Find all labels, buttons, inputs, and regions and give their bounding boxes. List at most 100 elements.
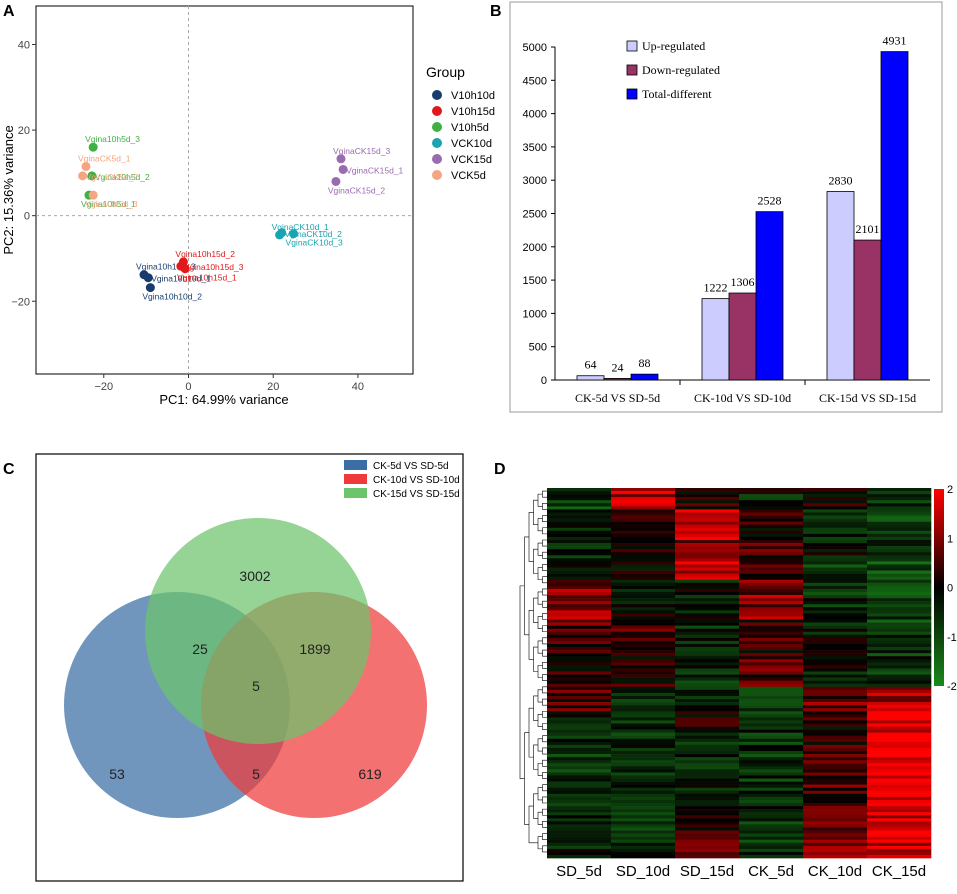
heatmap-cell: [611, 530, 676, 535]
heatmap-cell: [867, 778, 932, 782]
heatmap-cell: [611, 735, 676, 740]
heatmap-cell: [547, 836, 612, 841]
heatmap-cell: [867, 757, 932, 761]
heatmap-cell: [803, 506, 868, 510]
dendrogram-branch: [528, 707, 534, 758]
heatmap-cell: [611, 677, 676, 681]
dendrogram-branch: [537, 665, 543, 678]
pca-point-label: VginaCK10d_3: [286, 238, 343, 248]
heatmap-cell: [675, 500, 740, 504]
bar-legend-swatch: [626, 40, 638, 52]
heatmap-cell: [611, 775, 676, 779]
heatmap-cell: [739, 622, 804, 626]
heatmap-cell: [739, 766, 804, 770]
heatmap-cell: [803, 735, 868, 740]
heatmap-cell: [675, 754, 740, 758]
dendrogram-branch: [542, 649, 547, 657]
dendrogram-branch: [542, 821, 547, 828]
venn-region-count: 5: [252, 678, 260, 694]
heatmap-cell: [547, 506, 612, 510]
heatmap-cell: [611, 766, 676, 770]
heatmap-cell: [867, 576, 932, 581]
pca-point-label: VginaCK5d_2: [86, 172, 139, 182]
dendrogram-branch: [542, 502, 547, 510]
heatmap-cell: [611, 491, 676, 495]
heatmap-cell: [611, 738, 676, 743]
heatmap-cell: [611, 790, 676, 795]
heatmap-cell: [611, 787, 676, 792]
heatmap-cell: [739, 839, 804, 844]
heatmap-cell: [675, 851, 740, 856]
heatmap-cell: [867, 683, 932, 688]
heatmap-cell: [675, 524, 740, 529]
heatmap-cell: [611, 628, 676, 633]
heatmap-cell: [867, 851, 932, 856]
heatmap-cell: [803, 512, 868, 516]
dendrogram-branch: [533, 499, 538, 525]
dendrogram-branch: [542, 674, 547, 681]
heatmap-cell: [675, 585, 740, 590]
heatmap-cell: [867, 585, 932, 590]
heatmap-cell: [611, 558, 676, 562]
deg-bar-chart-panel: 0 500 1000 1500 2000 2500 3000 3500 4000 4500 5000…: [509, 1, 943, 413]
heatmap-cell: [867, 720, 932, 724]
heatmap-cell: [675, 824, 740, 828]
heatmap-cell: [739, 503, 804, 507]
dendrogram-branch: [542, 490, 547, 498]
dendrogram-branch: [542, 759, 547, 767]
heatmap-cell: [803, 711, 868, 715]
heatmap-cell: [739, 521, 804, 525]
pca-point: [81, 161, 91, 171]
pca-y-tick-label: 0: [24, 211, 30, 223]
heatmap-cell: [547, 781, 612, 785]
heatmap-cell: [739, 604, 804, 608]
heatmap-cell: [675, 668, 740, 672]
heatmap-cell: [739, 744, 804, 749]
heatmap-cell: [803, 848, 868, 853]
heatmap-cell: [611, 546, 676, 550]
heatmap-cell: [675, 509, 740, 513]
heatmap-cell: [547, 824, 612, 828]
heatmap-cell: [547, 637, 612, 642]
pca-point-label: VginaCK15d_1: [346, 165, 403, 175]
heatmap-cell: [611, 833, 676, 837]
heatmap-cell: [803, 695, 868, 700]
bar: [603, 378, 632, 381]
heatmap-cell: [675, 598, 740, 602]
heatmap-cell: [739, 536, 804, 541]
dendrogram-branch: [542, 686, 547, 694]
heatmap-cell: [867, 763, 932, 767]
heatmap-cell: [739, 778, 804, 782]
heatmap-cell: [611, 754, 676, 758]
heatmap-cell: [867, 549, 932, 553]
heatmap-cell: [739, 760, 804, 764]
heatmap-cell: [611, 695, 676, 700]
heatmap-cell: [675, 595, 740, 599]
heatmap-cell: [739, 796, 804, 801]
bar-y-tick-label: 500: [529, 342, 547, 354]
pca-y-tick-label: −20: [11, 296, 30, 308]
heatmap-cell: [547, 613, 612, 617]
heatmap-cell: [611, 607, 676, 611]
heatmap-column-label: CK_5d: [748, 863, 794, 880]
heatmap-cell: [611, 729, 676, 733]
venn-region-count: 1899: [299, 641, 330, 657]
heatmap-cell: [739, 543, 804, 547]
heatmap-cell: [803, 790, 868, 795]
heatmap-cell: [547, 607, 612, 611]
heatmap-cell: [803, 778, 868, 782]
dendrogram-branch: [542, 698, 547, 706]
heatmap-cell: [803, 784, 868, 789]
heatmap-cell: [739, 735, 804, 740]
pca-point: [78, 171, 88, 181]
heatmap-cell: [611, 591, 676, 596]
heatmap-cell: [611, 686, 676, 691]
heatmap-cell: [675, 527, 740, 532]
dendrogram-branch: [542, 527, 547, 535]
bar-y-tick-label: 3000: [523, 175, 547, 187]
heatmap-cell: [675, 564, 740, 568]
heatmap-cell: [547, 787, 612, 792]
heatmap-cell: [803, 546, 868, 550]
heatmap-cell: [739, 613, 804, 617]
heatmap-cell: [739, 610, 804, 614]
